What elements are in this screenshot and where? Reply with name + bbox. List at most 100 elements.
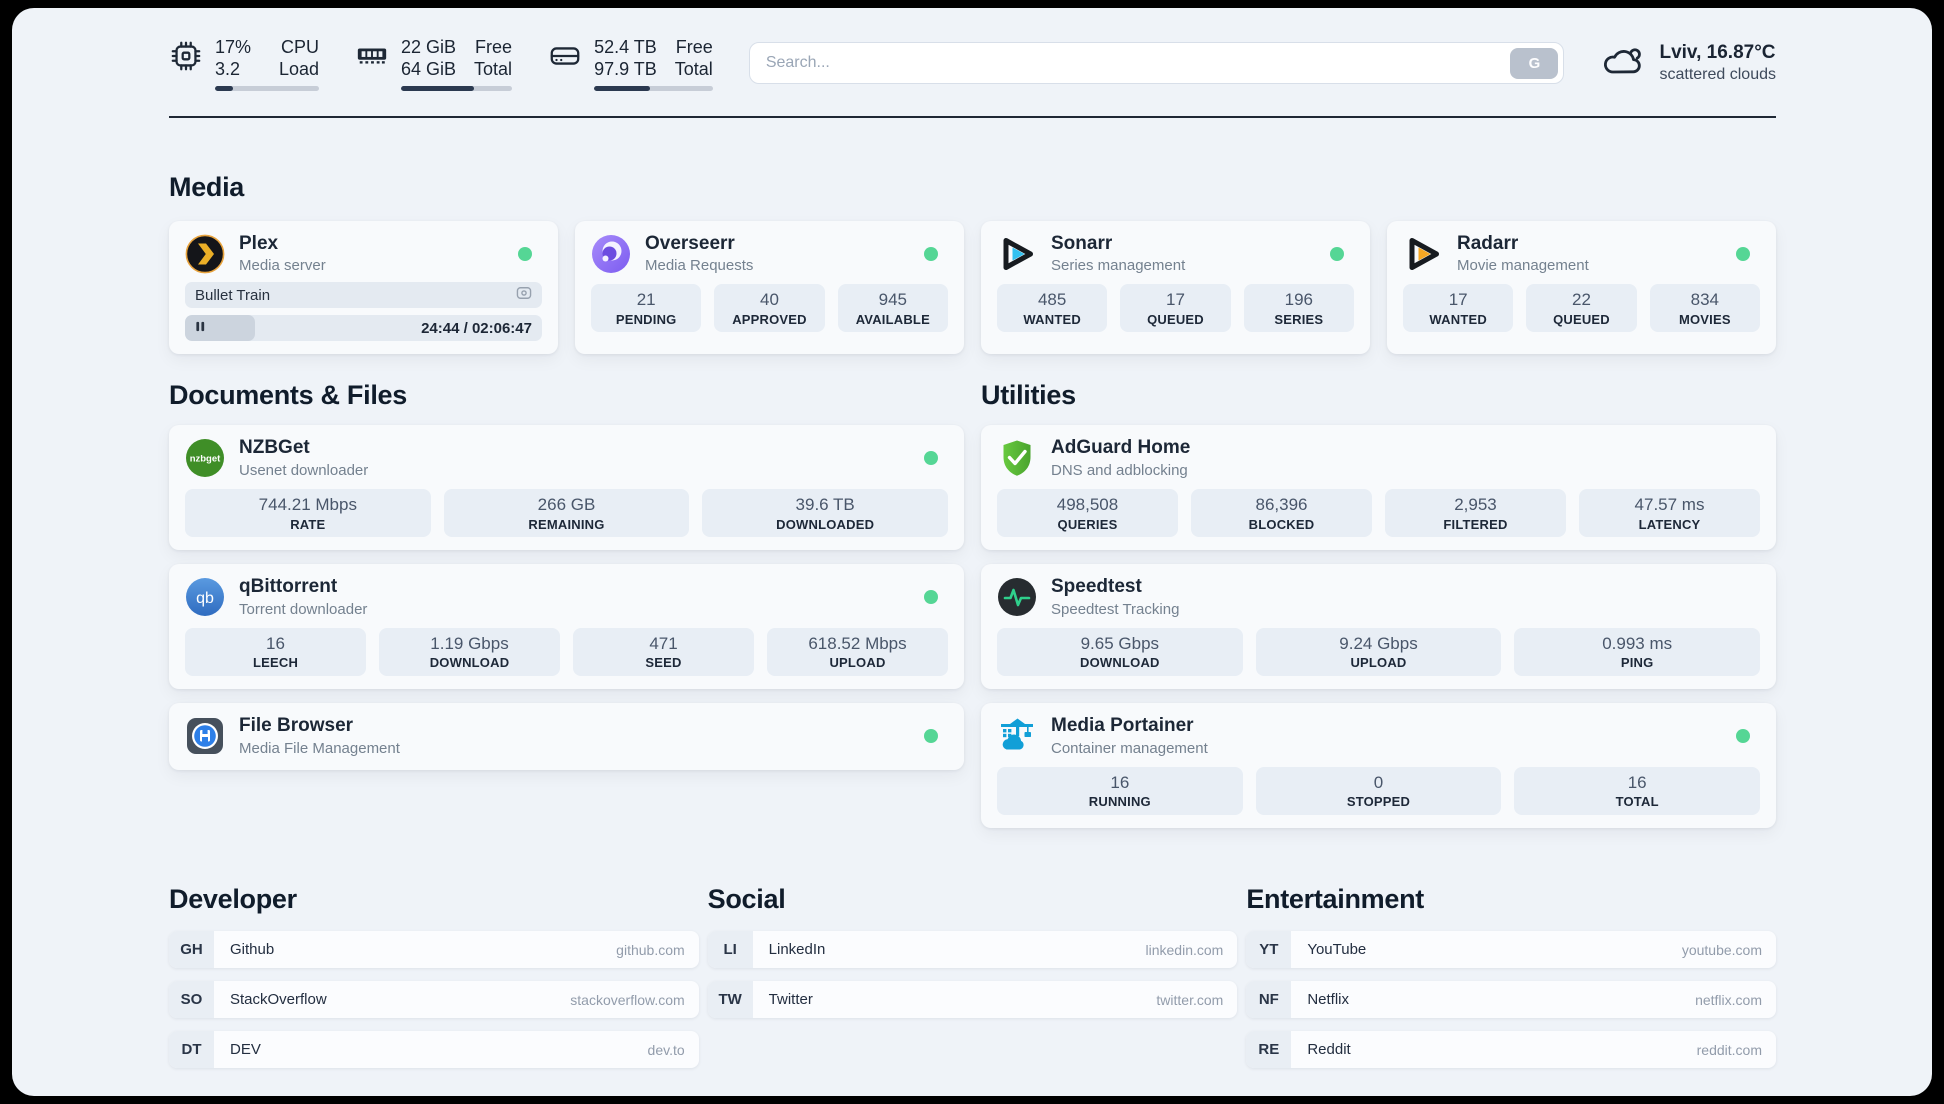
app-subtitle: Media server	[239, 257, 326, 275]
disk-total-value: 97.9 TB	[594, 59, 657, 80]
bookmark-abbr: LI	[707, 931, 753, 968]
stat-upload: 618.52 Mbps UPLOAD	[767, 628, 948, 677]
bookmark-abbr: YT	[1246, 931, 1292, 968]
stat-pending: 21 PENDING	[591, 284, 702, 333]
app-title: Media Portainer	[1051, 715, 1194, 737]
bookmark-abbr: RE	[1246, 1031, 1292, 1068]
playback-time: 24:44 / 02:06:47	[421, 319, 532, 337]
app-card-nzbget[interactable]: nzbget NZBGet Usenet downloader 744.21 M…	[169, 425, 964, 551]
section-utilities: Utilities	[981, 380, 1776, 842]
app-card-speedtest[interactable]: Speedtest Speedtest Tracking 9.65 Gbps D…	[981, 564, 1776, 690]
bookmark-github[interactable]: GH Github github.com	[169, 931, 699, 968]
stat-blocked: 86,396 BLOCKED	[1191, 489, 1372, 538]
cpu-widget: 17% 3.2 CPU Load	[169, 36, 319, 91]
app-subtitle: Torrent downloader	[239, 601, 368, 619]
bookmark-youtube[interactable]: YT YouTube youtube.com	[1246, 931, 1776, 968]
section-heading-documents: Documents & Files	[169, 380, 407, 411]
bookmark-group-social: Social LI LinkedIn linkedin.com TW Twitt…	[707, 884, 1238, 1081]
bookmark-name: Netflix	[1307, 991, 1350, 1008]
weather-location-temp: Lviv, 16.87°C	[1659, 42, 1776, 64]
cloud-icon	[1600, 41, 1646, 86]
stat-rate: 744.21 Mbps RATE	[185, 489, 431, 538]
bookmark-twitter[interactable]: TW Twitter twitter.com	[707, 981, 1238, 1018]
search-provider-button[interactable]: G	[1510, 47, 1559, 79]
disk-free-value: 52.4 TB	[594, 37, 657, 57]
stat-running: 16 RUNNING	[997, 767, 1243, 815]
app-subtitle: DNS and adblocking	[1051, 462, 1188, 480]
bookmark-name: LinkedIn	[768, 941, 826, 958]
now-playing-row: Bullet Train	[185, 282, 542, 309]
memory-widget: 22 GiB 64 GiB Free Total	[355, 36, 513, 91]
app-subtitle: Media Requests	[645, 257, 754, 275]
section-heading-social: Social	[707, 884, 786, 914]
app-subtitle: Media File Management	[239, 740, 400, 757]
stat-remaining: 266 GB REMAINING	[443, 489, 690, 538]
stat-download: 9.65 Gbps DOWNLOAD	[997, 628, 1243, 677]
app-card-plex[interactable]: Plex Media server Bullet Train	[169, 220, 558, 355]
app-title: File Browser	[239, 715, 354, 737]
bookmark-name: Twitter	[768, 991, 813, 1008]
app-card-overseerr[interactable]: Overseerr Media Requests 21 PENDING 40 A…	[575, 220, 964, 355]
section-heading-media: Media	[169, 171, 245, 202]
bookmark-abbr: GH	[169, 931, 214, 968]
bookmark-stackoverflow[interactable]: SO StackOverflow stackoverflow.com	[169, 981, 699, 1018]
app-card-filebrowser[interactable]: File Browser Media File Management	[169, 703, 964, 770]
app-subtitle: Container management	[1051, 740, 1208, 757]
app-title: Plex	[239, 232, 279, 254]
bookmark-netflix[interactable]: NF Netflix netflix.com	[1246, 981, 1776, 1018]
bookmark-url: netflix.com	[1695, 991, 1762, 1008]
cpu-load-value: 3.2	[215, 59, 241, 80]
bookmark-name: Github	[230, 941, 275, 958]
bookmark-group-developer: Developer GH Github github.com SO StackO…	[169, 884, 699, 1081]
bookmark-linkedin[interactable]: LI LinkedIn linkedin.com	[707, 931, 1238, 968]
app-title: NZBGet	[239, 437, 310, 459]
section-heading-entertainment: Entertainment	[1246, 884, 1424, 914]
weather-condition: scattered clouds	[1659, 66, 1776, 84]
app-card-qbittorrent[interactable]: qb qBittorrent Torrent downloader 16 LEE…	[169, 564, 964, 690]
dashboard-page: 17% 3.2 CPU Load	[12, 8, 1932, 1096]
stat-series: 196 SERIES	[1243, 284, 1354, 333]
speedtest-icon	[997, 577, 1037, 617]
stat-latency: 47.57 ms LATENCY	[1579, 489, 1760, 538]
status-online-dot	[518, 246, 532, 261]
cpu-icon	[169, 36, 203, 78]
bookmark-name: DEV	[230, 1041, 261, 1058]
bookmark-url: twitter.com	[1156, 991, 1224, 1008]
app-card-portainer[interactable]: Media Portainer Container management 16 …	[981, 703, 1776, 828]
memory-total-value: 64 GiB	[401, 59, 457, 80]
now-playing-preview-icon	[516, 286, 532, 304]
bookmark-url: linkedin.com	[1145, 941, 1224, 958]
radarr-icon	[1403, 234, 1443, 274]
bookmark-dev[interactable]: DT DEV dev.to	[169, 1031, 699, 1068]
weather-widget: Lviv, 16.87°C scattered clouds	[1600, 41, 1776, 86]
stat-upload: 9.24 Gbps UPLOAD	[1255, 628, 1502, 677]
stat-approved: 40 APPROVED	[714, 284, 825, 333]
search-input[interactable]	[765, 54, 1511, 73]
search-box: G	[748, 42, 1565, 85]
svg-text:nzbget: nzbget	[190, 454, 221, 465]
bookmark-reddit[interactable]: RE Reddit reddit.com	[1246, 1031, 1776, 1068]
bookmark-url: github.com	[616, 941, 685, 958]
stat-available: 945 AVAILABLE	[837, 284, 948, 333]
stat-ping: 0.993 ms PING	[1514, 628, 1760, 677]
portainer-icon	[997, 716, 1037, 756]
section-media: Media Plex Media server	[169, 172, 1776, 355]
bookmark-url: dev.to	[647, 1041, 685, 1058]
app-subtitle: Speedtest Tracking	[1051, 601, 1180, 619]
stat-downloaded: 39.6 TB DOWNLOADED	[702, 489, 948, 538]
status-online-dot	[924, 590, 938, 605]
app-card-sonarr[interactable]: Sonarr Series management 485 WANTED 17 Q…	[981, 220, 1370, 355]
bookmark-group-entertainment: Entertainment YT YouTube youtube.com NF …	[1246, 884, 1776, 1081]
adguard-icon	[997, 438, 1037, 478]
playback-progress-fill	[185, 315, 255, 342]
memory-free-value: 22 GiB	[401, 37, 457, 57]
cpu-progress-track	[215, 85, 319, 91]
bookmark-name: Reddit	[1307, 1041, 1351, 1058]
memory-total-label: Total	[474, 59, 513, 80]
app-card-radarr[interactable]: Radarr Movie management 17 WANTED 22 QUE…	[1387, 220, 1776, 355]
status-online-dot	[1736, 246, 1750, 261]
app-card-adguard[interactable]: AdGuard Home DNS and adblocking 498,508 …	[981, 425, 1776, 551]
bookmark-abbr: TW	[707, 981, 753, 1018]
stat-queued: 17 QUEUED	[1120, 284, 1231, 333]
status-online-dot	[924, 729, 938, 744]
